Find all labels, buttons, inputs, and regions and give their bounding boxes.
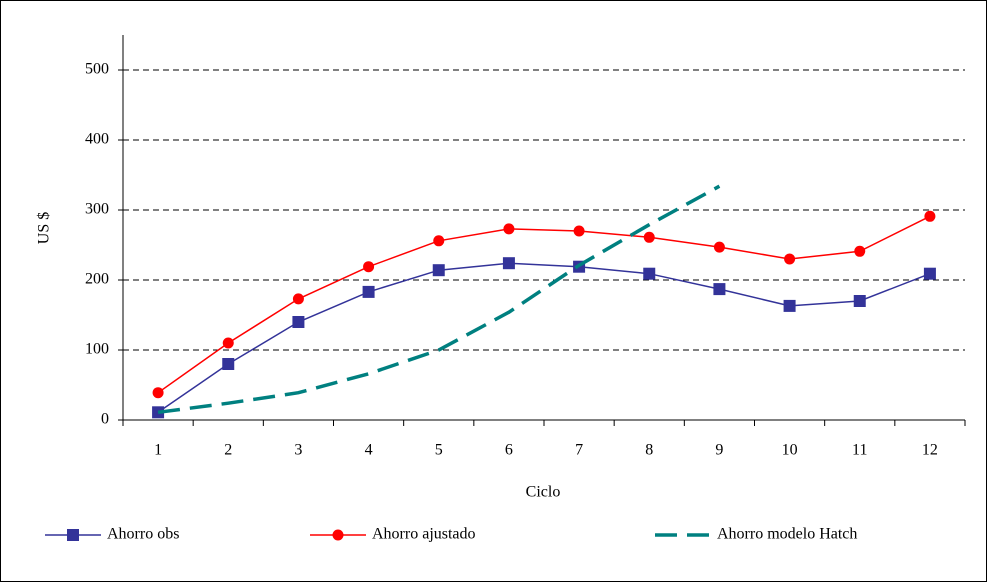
x-tick-label: 5 [435, 442, 443, 459]
x-axis-label: Ciclo [526, 484, 561, 501]
series-line [157, 184, 721, 415]
x-tick-label: 12 [922, 442, 938, 459]
data-point [854, 245, 866, 257]
data-point [643, 231, 655, 243]
x-tick-label: 9 [715, 442, 723, 459]
x-tick-label: 4 [365, 442, 373, 459]
data-point [292, 293, 304, 305]
data-point [924, 210, 936, 222]
data-point [784, 253, 796, 265]
y-tick-label: 100 [85, 341, 109, 358]
data-point [923, 267, 936, 280]
legend-marker [67, 529, 79, 541]
x-tick-label: 6 [505, 442, 513, 459]
y-tick-label: 400 [85, 131, 109, 148]
data-point [713, 241, 725, 253]
x-tick-label: 1 [154, 442, 162, 459]
y-tick-label: 500 [85, 61, 109, 78]
data-point [853, 295, 866, 307]
data-point [222, 358, 235, 370]
data-point [573, 225, 585, 237]
data-point [222, 337, 234, 349]
y-axis-label: US $ [36, 212, 53, 244]
data-point [502, 257, 515, 270]
data-point [363, 261, 375, 273]
series-line [157, 262, 931, 413]
x-tick-label: 2 [224, 442, 232, 459]
legend-label: Ahorro modelo Hatch [717, 526, 857, 543]
data-point [362, 285, 375, 298]
legend-marker [332, 529, 344, 541]
y-tick-label: 0 [101, 411, 109, 428]
x-tick-label: 3 [294, 442, 302, 459]
x-tick-label: 8 [645, 442, 653, 459]
data-point [713, 283, 726, 296]
y-tick-label: 200 [85, 271, 109, 288]
data-point [783, 299, 796, 312]
data-point [292, 316, 305, 328]
x-tick-label: 7 [575, 442, 583, 459]
data-point [432, 264, 445, 277]
data-point [503, 223, 515, 235]
series-line [157, 215, 931, 394]
y-tick-label: 300 [85, 201, 109, 218]
legend-label: Ahorro ajustado [372, 526, 476, 543]
data-point [433, 235, 445, 247]
legend-label: Ahorro obs [107, 526, 179, 543]
data-point [643, 267, 656, 280]
x-tick-label: 11 [852, 442, 867, 459]
data-point [152, 387, 164, 399]
x-tick-label: 10 [782, 442, 798, 459]
